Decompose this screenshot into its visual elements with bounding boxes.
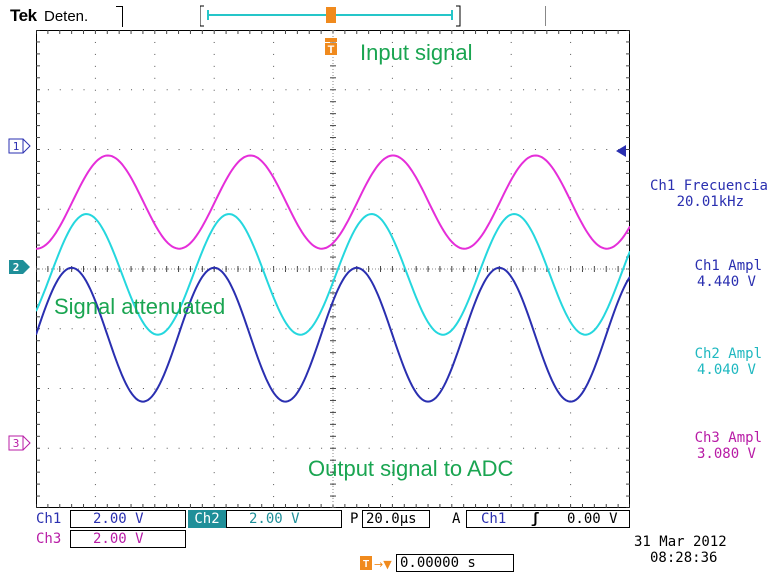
svg-text:T: T <box>328 44 335 56</box>
ch2-scale: 2.00 V <box>249 511 300 527</box>
annotation-signal-attenuated: Signal attenuated <box>54 294 226 319</box>
trigger-slope-icon: ʃ <box>531 511 540 527</box>
measurement-label: Ch2 Ampl <box>694 346 762 362</box>
ch1-label: Ch1 <box>36 511 62 527</box>
trigger-level: 0.00 V <box>567 511 618 527</box>
trigger-position-value: 0.00000 s <box>400 555 476 571</box>
ch2-label[interactable]: Ch2 <box>188 510 226 528</box>
time: 08:28:36 <box>650 550 718 566</box>
header-separator <box>545 6 546 26</box>
top-bar: Tek Deten. <box>0 0 768 30</box>
ch2-scale-box[interactable]: 2.00 V <box>226 510 342 528</box>
ch3-ground-marker-icon[interactable]: 3 <box>8 435 32 451</box>
ch1-scale: 2.00 V <box>93 511 144 527</box>
trigger-box[interactable]: Ch1 ʃ 0.00 V <box>466 510 630 528</box>
trigger-position-icon: T →▼ <box>360 554 396 572</box>
ch3-label: Ch3 <box>36 531 62 547</box>
acquisition-status: Deten. <box>44 8 89 25</box>
oscilloscope-screen <box>36 30 630 508</box>
date: 31 Mar 2012 <box>634 534 727 550</box>
svg-text:3: 3 <box>13 437 20 450</box>
measurement-label: Ch3 Ampl <box>694 430 762 446</box>
brand-logo: Tek <box>10 6 37 25</box>
trigger-icon: T <box>324 38 338 56</box>
status-bracket <box>116 6 123 27</box>
svg-text:→▼: →▼ <box>374 558 392 571</box>
measurement-value: 20.01kHz <box>676 194 744 210</box>
ch3-scale-box[interactable]: 2.00 V <box>70 530 186 548</box>
ch1-waveform <box>36 266 630 403</box>
trigger-source: Ch1 <box>481 511 507 527</box>
svg-text:1: 1 <box>13 140 20 153</box>
ch3-scale: 2.00 V <box>93 531 144 547</box>
trigger-level-marker-icon <box>614 142 628 157</box>
timebase-box[interactable]: 20.0µs <box>362 510 430 528</box>
trigger-position-box[interactable]: 0.00000 s <box>396 554 514 572</box>
timebase-value: 20.0µs <box>366 511 417 527</box>
measurement-value: 4.440 V <box>696 274 756 290</box>
ch1-scale-box[interactable]: 2.00 V <box>70 510 186 528</box>
measurement-label: Ch1 Frecuencia <box>649 178 768 194</box>
trigger-mode: A <box>452 511 461 527</box>
svg-text:T: T <box>363 559 369 570</box>
measurement-label: Ch1 Ampl <box>694 258 762 274</box>
record-view-indicator <box>200 5 461 27</box>
measurement-value: 3.080 V <box>696 446 756 462</box>
annotation-input-signal: Input signal <box>360 40 473 65</box>
ch1-ground-marker-icon[interactable]: 1 <box>8 138 32 154</box>
ch2-ground-marker-icon[interactable]: 2 <box>8 259 32 275</box>
ch2-waveform <box>36 212 630 336</box>
measurement-value: 4.040 V <box>696 362 756 378</box>
svg-text:2: 2 <box>13 261 20 274</box>
ch3-waveform <box>36 154 630 250</box>
timebase-prefix: P <box>350 511 359 527</box>
annotation-output-signal: Output signal to ADC <box>308 456 514 481</box>
